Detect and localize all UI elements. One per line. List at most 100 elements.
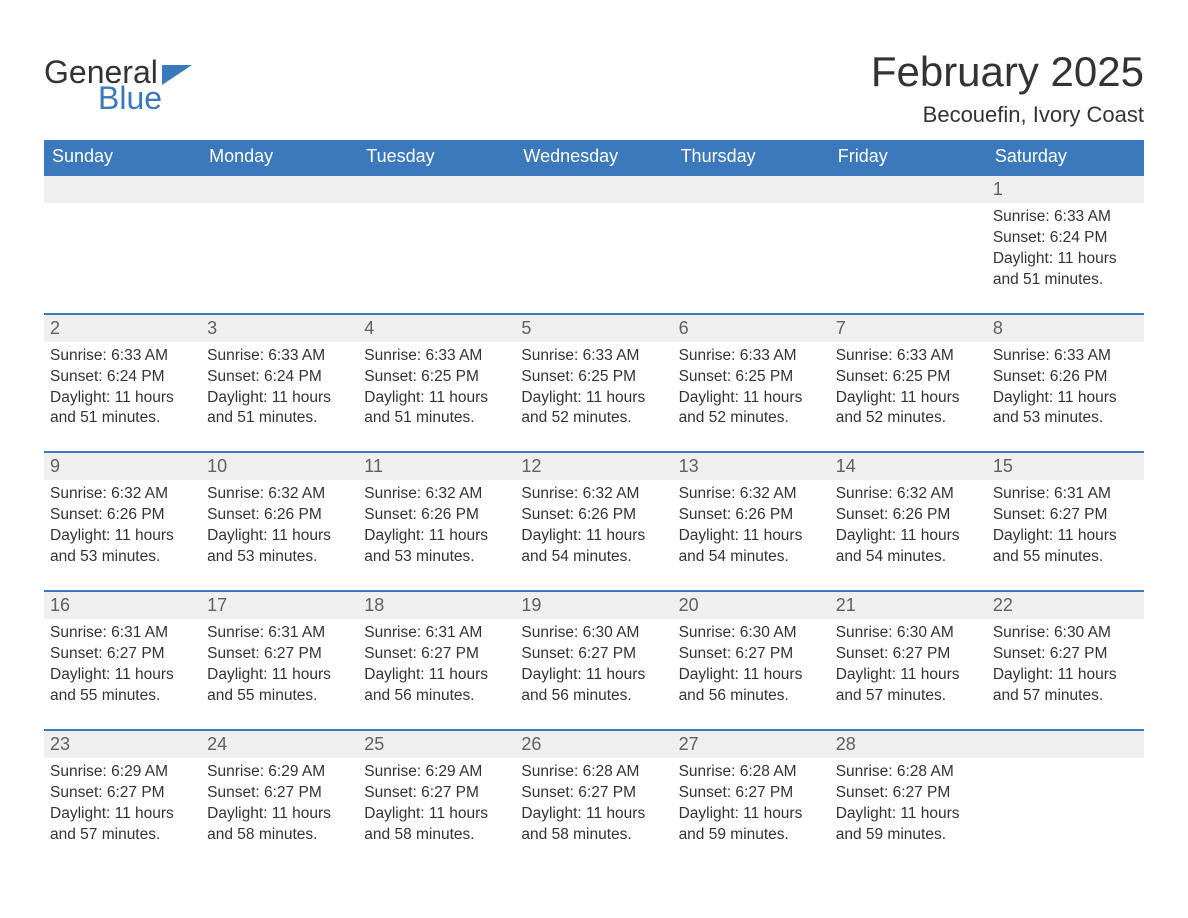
- sunset-line: Sunset: 6:24 PM: [993, 228, 1138, 249]
- daylight-line: Daylight: 11 hours and 52 minutes.: [521, 388, 666, 430]
- sunset-line: Sunset: 6:27 PM: [50, 783, 195, 804]
- sunset-line: Sunset: 6:25 PM: [364, 367, 509, 388]
- week-daynum-row: 232425262728: [44, 730, 1144, 758]
- day-info-cell: Sunrise: 6:28 AMSunset: 6:27 PMDaylight:…: [830, 758, 987, 868]
- day-number-cell: 15: [987, 452, 1144, 480]
- day-info-cell: Sunrise: 6:29 AMSunset: 6:27 PMDaylight:…: [44, 758, 201, 868]
- daylight-line: Daylight: 11 hours and 51 minutes.: [993, 249, 1138, 291]
- day-number-cell: 3: [201, 314, 358, 342]
- sunrise-line: Sunrise: 6:30 AM: [521, 623, 666, 644]
- sunrise-line: Sunrise: 6:28 AM: [836, 762, 981, 783]
- day-number-cell: 22: [987, 591, 1144, 619]
- week-info-row: Sunrise: 6:32 AMSunset: 6:26 PMDaylight:…: [44, 480, 1144, 591]
- day-number-cell: 27: [673, 730, 830, 758]
- sunset-line: Sunset: 6:26 PM: [364, 505, 509, 526]
- sunrise-line: Sunrise: 6:32 AM: [679, 484, 824, 505]
- title-block: February 2025 Becouefin, Ivory Coast: [871, 48, 1144, 128]
- daylight-line: Daylight: 11 hours and 56 minutes.: [679, 665, 824, 707]
- sunrise-line: Sunrise: 6:32 AM: [50, 484, 195, 505]
- day-info-cell: Sunrise: 6:32 AMSunset: 6:26 PMDaylight:…: [358, 480, 515, 591]
- sunset-line: Sunset: 6:24 PM: [50, 367, 195, 388]
- week-info-row: Sunrise: 6:33 AMSunset: 6:24 PMDaylight:…: [44, 203, 1144, 314]
- month-title: February 2025: [871, 48, 1144, 96]
- sunrise-line: Sunrise: 6:33 AM: [207, 346, 352, 367]
- day-info-cell: Sunrise: 6:30 AMSunset: 6:27 PMDaylight:…: [987, 619, 1144, 730]
- day-number-cell: 8: [987, 314, 1144, 342]
- day-info-cell: Sunrise: 6:30 AMSunset: 6:27 PMDaylight:…: [673, 619, 830, 730]
- day-number-cell: 21: [830, 591, 987, 619]
- day-info-cell: Sunrise: 6:29 AMSunset: 6:27 PMDaylight:…: [201, 758, 358, 868]
- day-info-cell: Sunrise: 6:32 AMSunset: 6:26 PMDaylight:…: [201, 480, 358, 591]
- weekday-sunday: Sunday: [44, 140, 201, 175]
- day-number-cell: [830, 175, 987, 203]
- sunrise-line: Sunrise: 6:29 AM: [50, 762, 195, 783]
- day-info-cell: Sunrise: 6:31 AMSunset: 6:27 PMDaylight:…: [358, 619, 515, 730]
- weekday-monday: Monday: [201, 140, 358, 175]
- weekday-wednesday: Wednesday: [515, 140, 672, 175]
- day-info-cell: Sunrise: 6:30 AMSunset: 6:27 PMDaylight:…: [830, 619, 987, 730]
- day-info-cell: Sunrise: 6:33 AMSunset: 6:26 PMDaylight:…: [987, 342, 1144, 453]
- daylight-line: Daylight: 11 hours and 58 minutes.: [364, 804, 509, 846]
- daylight-line: Daylight: 11 hours and 55 minutes.: [207, 665, 352, 707]
- day-number-cell: 16: [44, 591, 201, 619]
- sunset-line: Sunset: 6:27 PM: [836, 644, 981, 665]
- day-info-cell: [987, 758, 1144, 868]
- sunset-line: Sunset: 6:26 PM: [207, 505, 352, 526]
- day-number-cell: 11: [358, 452, 515, 480]
- sunrise-line: Sunrise: 6:33 AM: [50, 346, 195, 367]
- daylight-line: Daylight: 11 hours and 57 minutes.: [993, 665, 1138, 707]
- sunrise-line: Sunrise: 6:32 AM: [207, 484, 352, 505]
- sunset-line: Sunset: 6:27 PM: [679, 783, 824, 804]
- daylight-line: Daylight: 11 hours and 53 minutes.: [207, 526, 352, 568]
- weekday-saturday: Saturday: [987, 140, 1144, 175]
- sunset-line: Sunset: 6:24 PM: [207, 367, 352, 388]
- weekday-friday: Friday: [830, 140, 987, 175]
- weekday-header-row: Sunday Monday Tuesday Wednesday Thursday…: [44, 140, 1144, 175]
- sunset-line: Sunset: 6:27 PM: [50, 644, 195, 665]
- day-info-cell: Sunrise: 6:32 AMSunset: 6:26 PMDaylight:…: [673, 480, 830, 591]
- day-number-cell: 7: [830, 314, 987, 342]
- daylight-line: Daylight: 11 hours and 53 minutes.: [993, 388, 1138, 430]
- calendar-page: General Blue February 2025 Becouefin, Iv…: [0, 0, 1188, 907]
- daylight-line: Daylight: 11 hours and 56 minutes.: [364, 665, 509, 707]
- day-info-cell: [673, 203, 830, 314]
- daylight-line: Daylight: 11 hours and 51 minutes.: [364, 388, 509, 430]
- daylight-line: Daylight: 11 hours and 59 minutes.: [679, 804, 824, 846]
- day-info-cell: [358, 203, 515, 314]
- daylight-line: Daylight: 11 hours and 57 minutes.: [836, 665, 981, 707]
- day-number-cell: 4: [358, 314, 515, 342]
- sunrise-line: Sunrise: 6:29 AM: [364, 762, 509, 783]
- location-label: Becouefin, Ivory Coast: [871, 102, 1144, 128]
- daylight-line: Daylight: 11 hours and 55 minutes.: [50, 665, 195, 707]
- daylight-line: Daylight: 11 hours and 53 minutes.: [364, 526, 509, 568]
- sunset-line: Sunset: 6:25 PM: [836, 367, 981, 388]
- sunset-line: Sunset: 6:27 PM: [993, 644, 1138, 665]
- daylight-line: Daylight: 11 hours and 53 minutes.: [50, 526, 195, 568]
- day-number-cell: 18: [358, 591, 515, 619]
- sunset-line: Sunset: 6:26 PM: [679, 505, 824, 526]
- daylight-line: Daylight: 11 hours and 58 minutes.: [207, 804, 352, 846]
- sunset-line: Sunset: 6:25 PM: [521, 367, 666, 388]
- day-number-cell: 20: [673, 591, 830, 619]
- daylight-line: Daylight: 11 hours and 54 minutes.: [836, 526, 981, 568]
- day-info-cell: Sunrise: 6:28 AMSunset: 6:27 PMDaylight:…: [673, 758, 830, 868]
- daylight-line: Daylight: 11 hours and 54 minutes.: [679, 526, 824, 568]
- daylight-line: Daylight: 11 hours and 56 minutes.: [521, 665, 666, 707]
- day-info-cell: Sunrise: 6:33 AMSunset: 6:25 PMDaylight:…: [673, 342, 830, 453]
- daylight-line: Daylight: 11 hours and 59 minutes.: [836, 804, 981, 846]
- sunset-line: Sunset: 6:27 PM: [679, 644, 824, 665]
- day-info-cell: Sunrise: 6:33 AMSunset: 6:24 PMDaylight:…: [987, 203, 1144, 314]
- week-info-row: Sunrise: 6:31 AMSunset: 6:27 PMDaylight:…: [44, 619, 1144, 730]
- sunrise-line: Sunrise: 6:32 AM: [521, 484, 666, 505]
- day-info-cell: [830, 203, 987, 314]
- day-number-cell: [44, 175, 201, 203]
- week-daynum-row: 1: [44, 175, 1144, 203]
- day-number-cell: 19: [515, 591, 672, 619]
- sunset-line: Sunset: 6:26 PM: [993, 367, 1138, 388]
- day-number-cell: 10: [201, 452, 358, 480]
- sunset-line: Sunset: 6:27 PM: [364, 644, 509, 665]
- day-number-cell: 6: [673, 314, 830, 342]
- sunset-line: Sunset: 6:27 PM: [207, 644, 352, 665]
- day-info-cell: Sunrise: 6:33 AMSunset: 6:24 PMDaylight:…: [44, 342, 201, 453]
- day-number-cell: [673, 175, 830, 203]
